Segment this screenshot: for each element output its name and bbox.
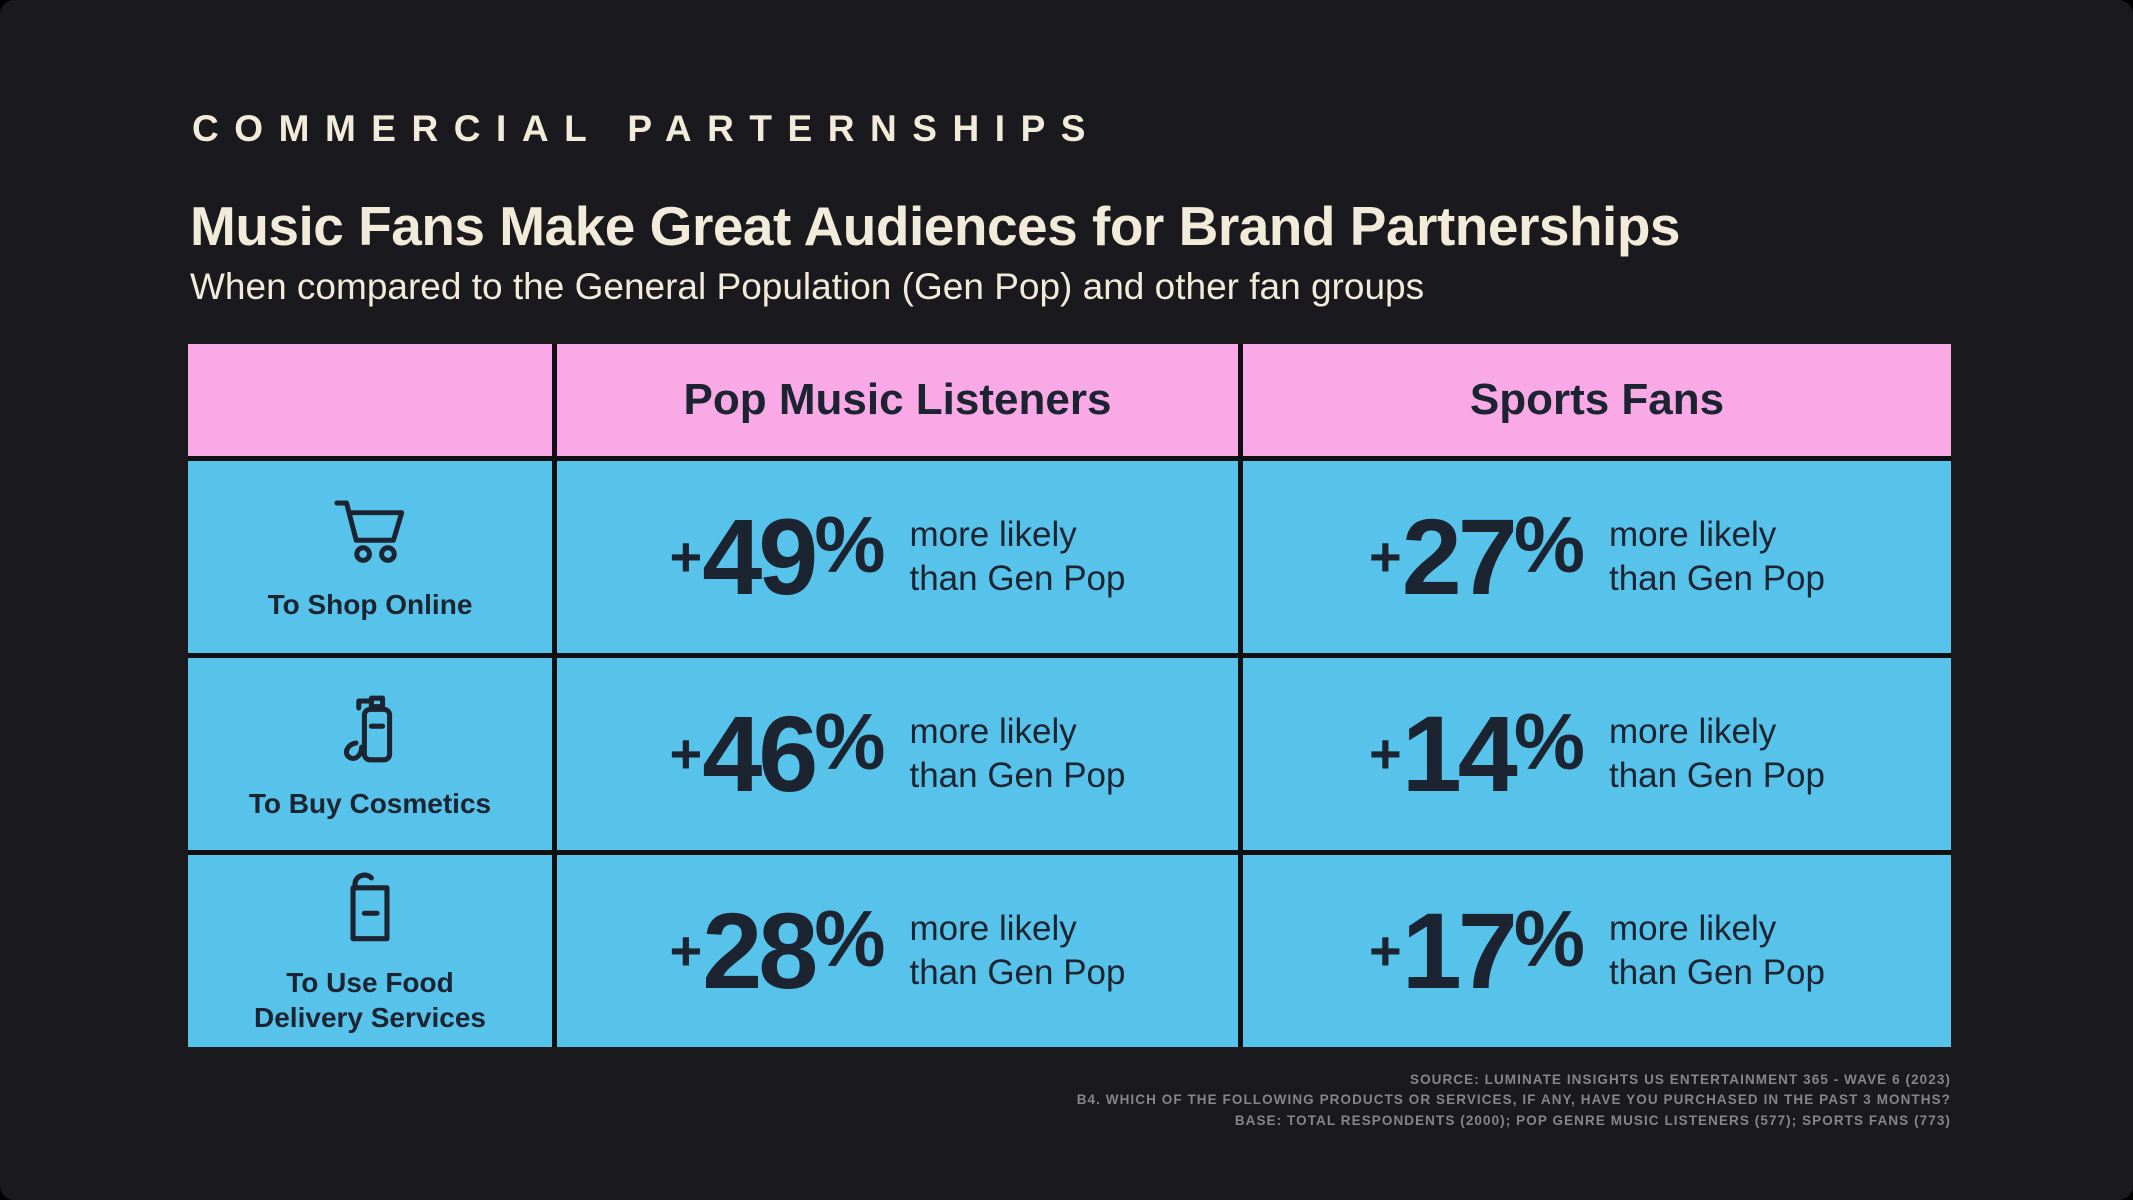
stat-note-line1: more likely (1608, 712, 1777, 752)
stat-number: 27 (1401, 496, 1518, 617)
stat: +14% more likely than Gen Pop (1369, 700, 1825, 808)
stat-value: +17% (1369, 894, 1585, 1005)
shopping-cart-icon (325, 492, 415, 577)
stat-note: more likely than Gen Pop (1609, 710, 1825, 798)
stat: +28% more likely than Gen Pop (670, 897, 1126, 1005)
category-label: To Use Food Delivery Services (254, 966, 486, 1033)
column-header-sports-fans: Sports Fans (1243, 344, 1951, 456)
plus-sign: + (669, 722, 703, 785)
footnote-base-line: BASE: TOTAL RESPONDENTS (2000); POP GENR… (1234, 1112, 1951, 1128)
stat-value: +28% (669, 894, 886, 1005)
category-cell-cosmetics: To Buy Cosmetics (188, 658, 552, 850)
eyebrow: COMMERCIAL PARTERNSHIPS (192, 108, 1102, 149)
stat-note: more likely than Gen Pop (1609, 513, 1825, 601)
stat-cell: +14% more likely than Gen Pop (1243, 658, 1951, 850)
footnote-question-line: B4. WHICH OF THE FOLLOWING PRODUCTS OR S… (1076, 1092, 1951, 1108)
page-subtitle: When compared to the General Population … (190, 266, 1425, 307)
percent-sign: % (1513, 500, 1585, 589)
stat-number: 28 (702, 890, 818, 1011)
column-header-pop-music: Pop Music Listeners (557, 344, 1238, 456)
cosmetics-bottle-icon (333, 687, 407, 776)
stat-cell: +46% more likely than Gen Pop (557, 658, 1238, 850)
plus-sign: + (1369, 919, 1402, 982)
stat-number: 14 (1401, 693, 1518, 814)
stat-value: +46% (669, 697, 886, 808)
stat-note: more likely than Gen Pop (909, 710, 1125, 798)
stat-note-line1: more likely (909, 909, 1077, 949)
stat-cell: +49% more likely than Gen Pop (557, 461, 1238, 653)
plus-sign: + (1369, 722, 1402, 785)
stat-note-line2: than Gen Pop (1608, 559, 1825, 598)
stat-number: 49 (702, 496, 818, 617)
header-cell-empty (188, 344, 552, 456)
stat-note-line1: more likely (1608, 909, 1777, 949)
stat: +17% more likely than Gen Pop (1369, 897, 1825, 1005)
stat-note-line2: than Gen Pop (909, 559, 1126, 598)
footnote-source-line: SOURCE: LUMINATE INSIGHTS US ENTERTAINME… (1409, 1072, 1951, 1087)
plus-sign: + (669, 919, 703, 982)
stat-cell: +17% more likely than Gen Pop (1243, 855, 1951, 1047)
stat-cell: +27% more likely than Gen Pop (1243, 461, 1951, 653)
stat-note: more likely than Gen Pop (1609, 907, 1825, 995)
stat-cell: +28% more likely than Gen Pop (557, 855, 1238, 1047)
plus-sign: + (1369, 525, 1402, 588)
percent-sign: % (814, 894, 885, 983)
stat-note-line2: than Gen Pop (1608, 953, 1825, 992)
stat-note-line1: more likely (1608, 515, 1777, 555)
source-footnote: SOURCE: LUMINATE INSIGHTS US ENTERTAINME… (1077, 1070, 1951, 1131)
category-cell-shop-online: To Shop Online (188, 461, 552, 653)
percent-sign: % (1513, 894, 1585, 983)
category-label: To Shop Online (267, 589, 473, 620)
category-cell-food-delivery: To Use Food Delivery Services (188, 855, 552, 1047)
plus-sign: + (669, 525, 703, 588)
stats-table: Pop Music Listeners Sports Fans To Shop … (188, 344, 1951, 1047)
stat: +46% more likely than Gen Pop (670, 700, 1126, 808)
stat-note-line2: than Gen Pop (909, 953, 1126, 992)
stat-number: 46 (702, 693, 818, 814)
page-title: Music Fans Make Great Audiences for Bran… (190, 195, 1681, 257)
percent-sign: % (814, 697, 885, 786)
stat-note: more likely than Gen Pop (909, 513, 1125, 601)
stat-note: more likely than Gen Pop (909, 907, 1125, 995)
category-label: To Buy Cosmetics (248, 788, 492, 819)
stat: +27% more likely than Gen Pop (1369, 503, 1825, 611)
stat-note-line2: than Gen Pop (909, 756, 1126, 795)
stat-note-line1: more likely (909, 712, 1077, 752)
stat-note-line1: more likely (909, 515, 1077, 555)
stat-value: +49% (669, 500, 886, 611)
stat-value: +27% (1369, 500, 1585, 611)
percent-sign: % (1513, 697, 1585, 786)
stat-value: +14% (1369, 697, 1585, 808)
food-delivery-bag-icon (330, 868, 410, 955)
percent-sign: % (814, 500, 885, 589)
stat-number: 17 (1401, 890, 1518, 1011)
stat: +49% more likely than Gen Pop (670, 503, 1126, 611)
stat-note-line2: than Gen Pop (1608, 756, 1825, 795)
